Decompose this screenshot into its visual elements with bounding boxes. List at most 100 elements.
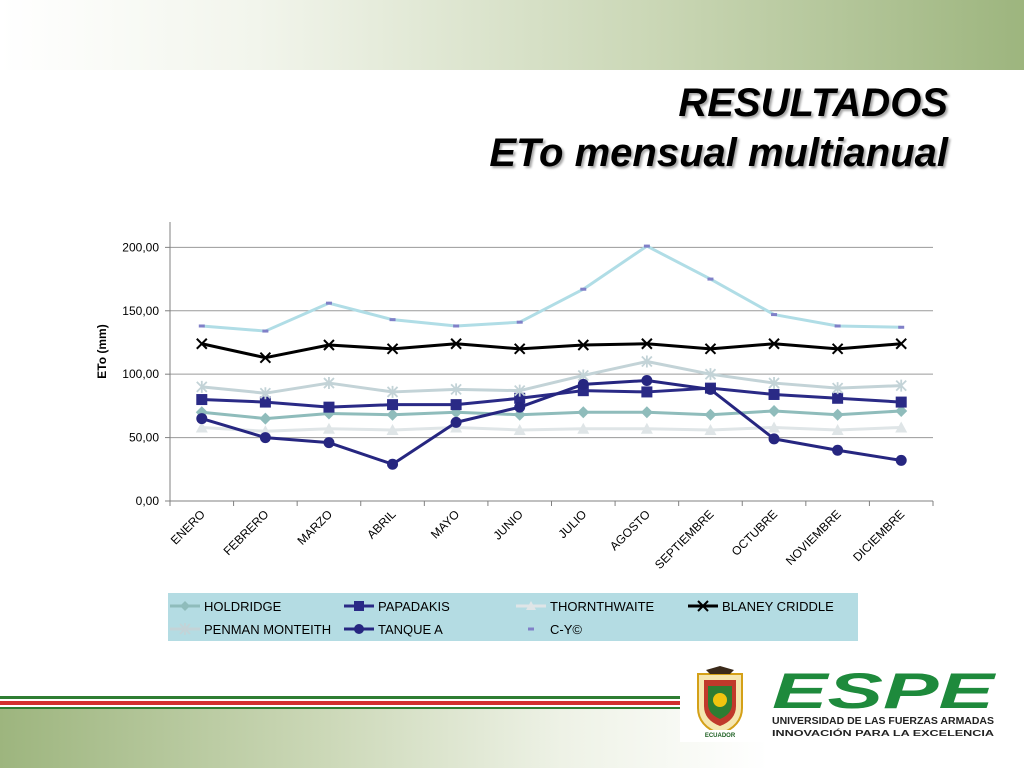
data-point — [516, 320, 523, 324]
espe-logo: ECUADOR ESPE UNIVERSIDAD DE LAS FUERZAS … — [680, 663, 1004, 742]
data-point — [832, 392, 844, 404]
data-point — [323, 339, 335, 351]
series-line-0 — [201, 409, 902, 421]
svg-text:INNOVACIÓN PARA LA EXCELENCIA: INNOVACIÓN PARA LA EXCELENCIA — [772, 729, 994, 738]
series-line-6 — [201, 244, 902, 333]
svg-text:ESPE: ESPE — [772, 664, 997, 719]
x-tick-label: NOVIEMBRE — [783, 507, 844, 568]
legend-item: C-Y© — [516, 618, 582, 640]
data-point — [768, 421, 781, 433]
data-point — [831, 382, 844, 395]
data-point — [259, 412, 272, 425]
data-point — [768, 388, 780, 400]
top-gradient-band — [0, 0, 1024, 70]
legend-swatch — [344, 624, 374, 634]
stripe-red — [0, 701, 680, 705]
data-point — [831, 343, 844, 355]
university-crest-icon: ECUADOR — [697, 666, 743, 739]
data-point — [577, 378, 589, 390]
y-tick-label: 100,00 — [122, 367, 159, 381]
data-point — [641, 338, 653, 350]
data-point — [389, 318, 396, 322]
legend-swatch — [528, 627, 534, 631]
data-point — [387, 458, 399, 470]
data-point — [323, 437, 335, 449]
data-point — [704, 368, 717, 381]
data-point — [196, 413, 208, 425]
data-point — [643, 244, 650, 248]
legend-swatch — [170, 601, 200, 611]
legend-item: PENMAN MONTEITH — [170, 618, 331, 640]
x-tick-label: OCTUBRE — [729, 507, 780, 558]
legend-marker — [697, 600, 709, 612]
series-line-3 — [201, 342, 902, 360]
data-point — [386, 385, 399, 398]
data-point — [259, 387, 272, 400]
data-point — [198, 324, 205, 328]
legend-label: C-Y© — [550, 621, 582, 637]
legend-label: PAPADAKIS — [378, 598, 450, 614]
data-point — [895, 454, 907, 466]
data-point — [834, 324, 841, 328]
legend-swatch — [170, 623, 200, 635]
legend-item: BLANEY CRIDDLE — [688, 595, 834, 617]
legend-label: PENMAN MONTEITH — [204, 621, 332, 637]
x-tick-label: JULIO — [555, 507, 589, 541]
data-point — [580, 287, 587, 291]
legend-marker — [526, 601, 536, 610]
data-point — [895, 379, 907, 392]
data-point — [577, 385, 589, 397]
data-point — [641, 375, 653, 387]
data-point — [704, 423, 717, 435]
espe-wordmark: ESPE UNIVERSIDAD DE LAS FUERZAS ARMADAS … — [772, 663, 997, 738]
title-line-2: ETo mensual multianual — [489, 131, 948, 175]
y-tick-label: 50,00 — [129, 431, 159, 445]
data-point — [450, 383, 462, 396]
legend-item: PAPADAKIS — [344, 595, 450, 617]
data-point — [707, 277, 714, 281]
legend-item: HOLDRIDGE — [170, 595, 281, 617]
x-tick-label: FEBRERO — [221, 507, 272, 558]
data-point — [325, 301, 332, 305]
data-point — [768, 338, 780, 350]
y-axis-title: ETo (mm) — [95, 324, 109, 378]
legend-swatch — [688, 600, 718, 612]
data-point — [513, 423, 526, 435]
data-point — [831, 423, 844, 435]
data-point — [831, 408, 844, 421]
data-point — [640, 406, 653, 419]
data-point — [323, 401, 335, 413]
legend-marker — [354, 624, 364, 634]
data-point — [196, 338, 208, 350]
y-tick-label: 200,00 — [122, 240, 159, 254]
series-line-5 — [201, 379, 902, 466]
data-point — [704, 383, 716, 395]
data-point — [450, 338, 462, 350]
title-line-1: RESULTADOS — [678, 81, 948, 125]
data-point — [640, 422, 653, 434]
slide-title: RESULTADOS ETo mensual multianual — [489, 78, 948, 178]
data-point — [196, 394, 208, 406]
legend-marker — [180, 601, 190, 611]
x-tick-label: MARZO — [295, 507, 336, 548]
data-point — [514, 392, 526, 404]
espe-logo-graphic: ECUADOR ESPE UNIVERSIDAD DE LAS FUERZAS … — [697, 663, 997, 739]
data-point — [322, 422, 335, 434]
data-point — [262, 329, 269, 333]
data-point — [386, 423, 399, 435]
series-line-4 — [201, 360, 902, 395]
data-point — [386, 408, 399, 421]
data-point — [768, 404, 781, 417]
stripe-green — [0, 696, 680, 699]
data-point — [895, 396, 907, 408]
data-point — [387, 399, 399, 411]
data-point — [832, 444, 844, 456]
data-point — [768, 377, 780, 390]
data-point — [895, 338, 907, 350]
series-line-2 — [201, 425, 902, 433]
y-tick-label: 150,00 — [122, 304, 159, 318]
x-tick-label: DICIEMBRE — [850, 507, 907, 564]
legend-swatch — [344, 601, 374, 611]
x-tick-label: JUNIO — [490, 507, 525, 542]
eto-line-chart: 0,00 50,00 100,00 150,00 200,00 ENERO FEBRERO M… — [95, 222, 934, 572]
